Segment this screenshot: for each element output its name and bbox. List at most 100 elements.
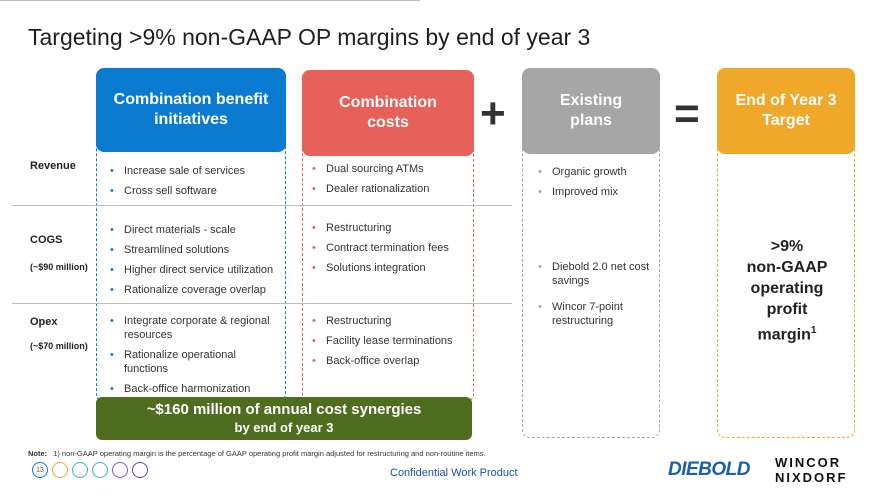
- bullet-item: • Increase sale of services: [110, 164, 282, 178]
- bullet-item: • Direct materials - scale: [110, 223, 282, 237]
- bullet-icon: •: [110, 224, 114, 236]
- costs-opex-list: • Restructuring • Facility lease terminatio…: [312, 314, 472, 374]
- header-line: Target: [762, 112, 810, 129]
- header-line: plans: [570, 112, 612, 129]
- header-line: costs: [367, 114, 409, 131]
- note-text: 1) non-GAAP operating margin is the perc…: [53, 449, 486, 458]
- target-line: non-GAAP: [746, 259, 828, 276]
- row-label-cogs: COGS: [30, 234, 63, 246]
- row-separator: [12, 303, 512, 304]
- top-rule: [0, 0, 420, 1]
- bullet-icon: •: [312, 183, 316, 195]
- logo-line: WINCOR: [775, 455, 842, 470]
- header-combination-benefit: Combination benefit initiatives: [96, 68, 286, 152]
- footnote-marker: 1: [810, 325, 817, 336]
- header-existing-plans: Existing plans: [522, 68, 660, 154]
- bullet-text: Integrate corporate & regional resources: [124, 315, 270, 341]
- benefit-cogs-list: • Direct materials - scale • Streamlined so…: [110, 223, 282, 303]
- header-line: initiatives: [154, 111, 228, 128]
- page-circles: 13: [32, 462, 148, 478]
- logo-line: NIXDORF: [775, 470, 848, 485]
- page-number-circle: 13: [32, 462, 48, 478]
- existing-revenue-list: • Organic growth • Improved mix: [538, 165, 656, 205]
- header-line: End of Year 3: [735, 92, 837, 109]
- bullet-icon: •: [312, 163, 316, 175]
- bullet-text: Facility lease terminations: [326, 335, 453, 347]
- target-line: >9%: [770, 238, 804, 255]
- target-margin-text: >9% non-GAAP operating profit margin1: [728, 236, 846, 345]
- bullet-icon: •: [110, 349, 114, 361]
- bullet-icon: •: [312, 242, 316, 254]
- target-line: profit: [766, 301, 808, 318]
- bullet-text: Back-office harmonization: [124, 383, 251, 395]
- plus-operator: +: [480, 89, 506, 138]
- bullet-text: Rationalize coverage overlap: [124, 284, 266, 296]
- diebold-logo: DIEBOLD: [668, 459, 751, 480]
- bullet-item: • Wincor 7-point restructuring: [538, 300, 656, 328]
- bullet-item: • Restructuring: [312, 314, 472, 328]
- bullet-item: • Improved mix: [538, 185, 656, 199]
- bullet-item: • Cross sell software: [110, 184, 282, 198]
- page-title: Targeting >9% non-GAAP OP margins by end…: [28, 24, 591, 50]
- bullet-item: • Dealer rationalization: [312, 182, 472, 196]
- bullet-icon: •: [538, 301, 542, 313]
- target-line: operating: [750, 280, 824, 297]
- bullet-item: • Streamlined solutions: [110, 243, 282, 257]
- row-label-opex: Opex: [30, 316, 58, 328]
- header-line: Combination benefit: [113, 91, 269, 108]
- bullet-icon: •: [312, 355, 316, 367]
- decorative-circle: [112, 462, 128, 478]
- note-label: Note:: [28, 449, 48, 458]
- bullet-item: • Back-office overlap: [312, 354, 472, 368]
- bullet-item: • Solutions integration: [312, 261, 472, 275]
- bullet-item: • Integrate corporate & regional resource…: [110, 314, 282, 342]
- bullet-text: Restructuring: [326, 222, 392, 234]
- decorative-circle: [132, 462, 148, 478]
- bullet-text: Rationalize operational functions: [124, 349, 236, 375]
- bullet-icon: •: [110, 244, 114, 256]
- bullet-icon: •: [312, 222, 316, 234]
- bullet-text: Solutions integration: [326, 262, 426, 274]
- benefit-opex-list: • Integrate corporate & regional resource…: [110, 314, 282, 402]
- bullet-text: Wincor 7-point restructuring: [552, 301, 623, 327]
- synergy-line: by end of year 3: [234, 419, 334, 435]
- header-combination-costs: Combination costs: [302, 70, 474, 156]
- bullet-icon: •: [110, 264, 114, 276]
- bullet-text: Diebold 2.0 net cost savings: [552, 261, 650, 287]
- row-label-revenue: Revenue: [30, 160, 76, 172]
- header-target: End of Year 3 Target: [717, 68, 855, 154]
- footnote: Note: 1) non-GAAP operating margin is the…: [28, 449, 486, 458]
- bullet-item: • Rationalize operational functions: [110, 348, 282, 376]
- decorative-circle: [52, 462, 68, 478]
- row-sublabel-opex: (~$70 million): [30, 341, 88, 351]
- wincor-nixdorf-logo: WINCOR NIXDORF: [775, 455, 848, 485]
- bullet-icon: •: [110, 185, 114, 197]
- bullet-text: Restructuring: [326, 315, 392, 327]
- bullet-icon: •: [110, 165, 114, 177]
- bullet-text: Cross sell software: [124, 185, 217, 197]
- bullet-icon: •: [110, 383, 114, 395]
- row-separator: [12, 205, 512, 206]
- bullet-icon: •: [538, 186, 542, 198]
- bullet-item: • Diebold 2.0 net cost savings: [538, 260, 656, 288]
- bullet-item: • Facility lease terminations: [312, 334, 472, 348]
- bullet-item: • Higher direct service utilization: [110, 263, 282, 277]
- bullet-item: • Back-office harmonization: [110, 382, 282, 396]
- bullet-item: • Contract termination fees: [312, 241, 472, 255]
- bullet-icon: •: [312, 335, 316, 347]
- bullet-text: Back-office overlap: [326, 355, 420, 367]
- header-line: Combination: [339, 94, 437, 111]
- row-sublabel-cogs: (~$90 million): [30, 262, 88, 272]
- bullet-text: Increase sale of services: [124, 165, 246, 177]
- decorative-circle: [92, 462, 108, 478]
- synergy-banner: ~$160 million of annual cost synergies b…: [96, 397, 472, 440]
- bullet-text: Streamlined solutions: [124, 244, 230, 256]
- bullet-item: • Rationalize coverage overlap: [110, 283, 282, 297]
- header-line: Existing: [559, 92, 623, 109]
- bullet-text: Improved mix: [552, 186, 619, 198]
- bullet-item: • Organic growth: [538, 165, 656, 179]
- confidential-label: Confidential Work Product: [390, 467, 518, 479]
- bullet-item: • Restructuring: [312, 221, 472, 235]
- bullet-item: • Dual sourcing ATMs: [312, 162, 472, 176]
- bullet-icon: •: [110, 315, 114, 327]
